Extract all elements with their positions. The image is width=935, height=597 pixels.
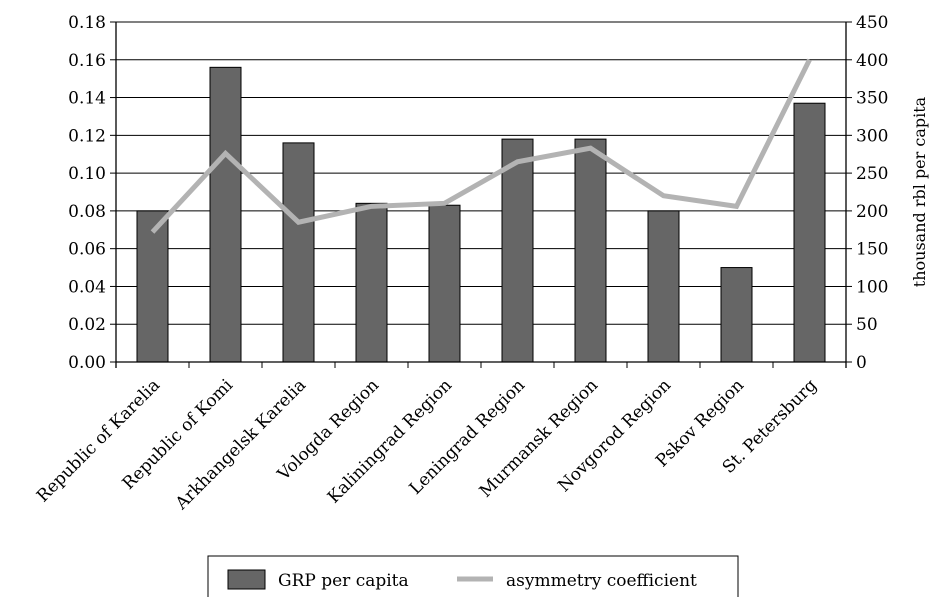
y-tick-label: 0.12 (68, 126, 106, 146)
category-label: Arkhangelsk Karelia (171, 375, 310, 514)
bar (720, 267, 753, 363)
y2-tick-label: 400 (856, 51, 888, 71)
y2-tick-label: 350 (856, 89, 888, 109)
bar (355, 202, 388, 363)
category-label: Republic of Karelia (33, 375, 164, 506)
y2-tick-label: 0 (856, 353, 867, 373)
y2-tick-label: 100 (856, 277, 888, 297)
bar (574, 138, 607, 363)
bar-series (136, 66, 826, 363)
legend-swatch-grp (227, 569, 266, 590)
bar (282, 142, 315, 363)
left-axis-ticks: 0.00 0.02 0.04 0.06 0.08 0.10 0.12 0.14 0.16 0.18 (68, 13, 116, 373)
right-axis-title: thousand rbl per capita (910, 96, 929, 287)
y-tick-label: 0.04 (68, 277, 106, 297)
y2-tick-label: 300 (856, 126, 888, 146)
y2-tick-label: 150 (856, 240, 888, 260)
y-tick-label: 0.18 (68, 13, 106, 33)
y2-tick-label: 50 (856, 315, 878, 335)
bar (793, 102, 826, 363)
y-tick-label: 0.14 (68, 89, 106, 109)
bar (501, 138, 534, 363)
axes (115, 22, 847, 368)
legend-label-asymmetry: asymmetry coefficient (506, 571, 697, 591)
asymmetry-line (150, 58, 812, 234)
y2-tick-label: 250 (856, 164, 888, 184)
y-tick-label: 0.06 (68, 240, 106, 260)
bar (647, 210, 680, 363)
y-tick-label: 0.10 (68, 164, 106, 184)
category-label: Kaliningrad Region (324, 375, 456, 507)
bar (209, 66, 242, 363)
legend-label-grp: GRP per capita (278, 571, 409, 591)
legend: GRP per capita asymmetry coefficient (207, 555, 739, 597)
y-tick-label: 0.08 (68, 202, 106, 222)
y-tick-label: 0.00 (68, 353, 106, 373)
bar (136, 210, 169, 363)
bar (428, 204, 461, 363)
y2-tick-label: 450 (856, 13, 888, 33)
right-axis-ticks: 0 50 100 150 200 250 300 350 400 450 (846, 13, 888, 373)
line-series (150, 58, 812, 234)
y-tick-label: 0.02 (68, 315, 106, 335)
y-tick-label: 0.16 (68, 51, 106, 71)
y2-tick-label: 200 (856, 202, 888, 222)
